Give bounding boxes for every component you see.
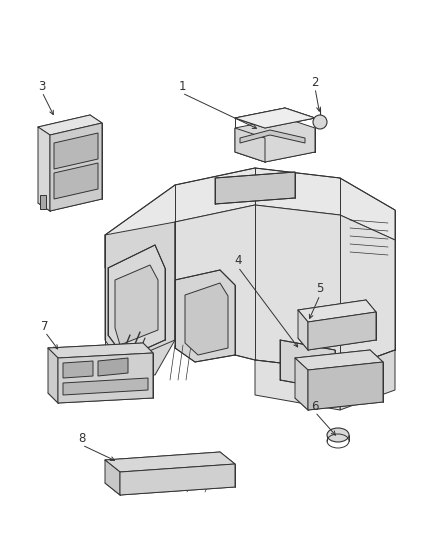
Polygon shape [105, 460, 120, 495]
Polygon shape [240, 130, 305, 143]
Polygon shape [255, 360, 340, 410]
Polygon shape [295, 358, 308, 410]
Polygon shape [175, 270, 235, 362]
Polygon shape [298, 300, 376, 322]
Polygon shape [280, 340, 335, 390]
Polygon shape [98, 358, 128, 376]
Text: 5: 5 [316, 282, 324, 295]
Polygon shape [63, 378, 148, 395]
Circle shape [313, 115, 327, 129]
Polygon shape [40, 195, 46, 209]
Polygon shape [105, 452, 235, 472]
Polygon shape [105, 168, 395, 268]
Polygon shape [308, 312, 376, 350]
Text: 2: 2 [311, 76, 319, 88]
Text: 8: 8 [78, 432, 86, 446]
Polygon shape [215, 172, 295, 204]
Polygon shape [38, 127, 50, 211]
Polygon shape [295, 350, 383, 370]
Polygon shape [235, 118, 315, 162]
Polygon shape [54, 133, 98, 169]
Polygon shape [308, 362, 383, 410]
Polygon shape [50, 123, 102, 211]
Polygon shape [340, 350, 395, 410]
Polygon shape [175, 205, 395, 370]
Polygon shape [48, 348, 58, 403]
Polygon shape [120, 464, 235, 495]
Polygon shape [235, 108, 315, 128]
Polygon shape [298, 310, 308, 350]
Polygon shape [185, 283, 228, 355]
Polygon shape [105, 222, 175, 375]
Polygon shape [38, 115, 102, 135]
Polygon shape [235, 128, 265, 162]
Polygon shape [54, 163, 98, 199]
Polygon shape [108, 245, 165, 358]
Text: 1: 1 [178, 80, 186, 93]
Text: 6: 6 [311, 400, 319, 413]
Text: 3: 3 [38, 79, 46, 93]
Polygon shape [58, 353, 153, 403]
Text: 7: 7 [41, 319, 49, 333]
Polygon shape [235, 108, 315, 128]
Ellipse shape [327, 428, 349, 442]
Polygon shape [63, 361, 93, 378]
Polygon shape [48, 343, 153, 358]
Polygon shape [115, 265, 158, 345]
Text: 4: 4 [234, 254, 242, 268]
